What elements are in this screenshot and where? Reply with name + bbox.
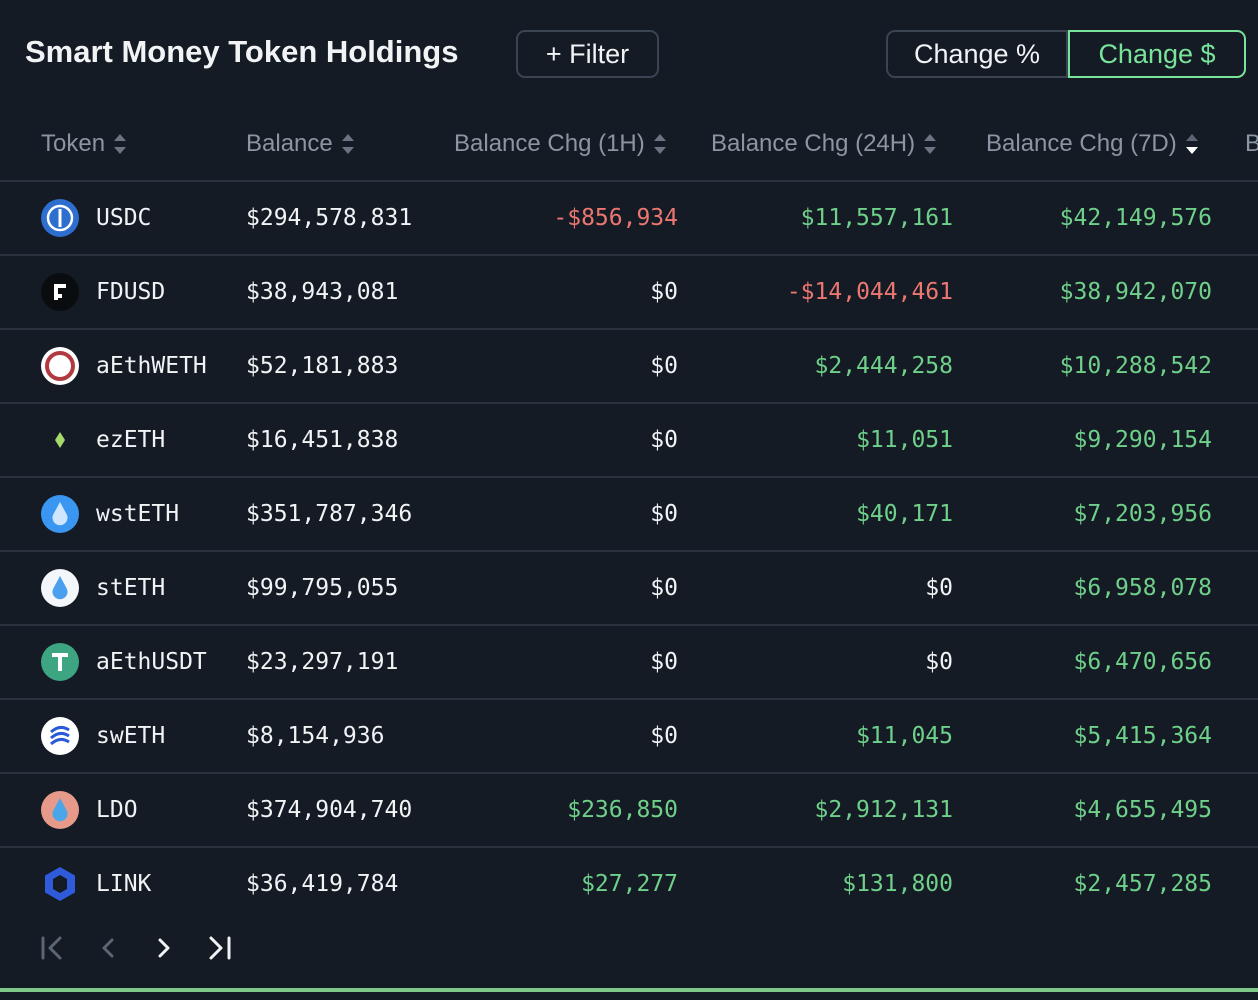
header-separator bbox=[0, 180, 1258, 182]
cell-value: $2,912,131 bbox=[814, 797, 953, 823]
row-separator bbox=[0, 846, 1258, 848]
row-separator bbox=[0, 402, 1258, 404]
token-name[interactable]: FDUSD bbox=[96, 279, 166, 305]
cell-value: -$14,044,461 bbox=[786, 279, 953, 305]
cell-value: $0 bbox=[650, 427, 678, 453]
cell-value: $374,904,740 bbox=[246, 797, 413, 823]
token-icon bbox=[41, 199, 79, 237]
cell-value: $5,415,364 bbox=[1073, 723, 1212, 749]
column-title: Balance Chg (7D) bbox=[986, 130, 1177, 157]
row-separator bbox=[0, 254, 1258, 256]
cell-value: $27,277 bbox=[581, 871, 678, 897]
token-name[interactable]: aEthWETH bbox=[96, 353, 207, 379]
cell-value: $16,451,838 bbox=[246, 427, 399, 453]
cell-value: $42,149,576 bbox=[1059, 205, 1212, 231]
cell-value: $23,297,191 bbox=[246, 649, 399, 675]
sort-icon bbox=[924, 134, 937, 154]
first-page[interactable] bbox=[41, 936, 62, 960]
token-icon bbox=[41, 717, 79, 755]
cell-value: $99,795,055 bbox=[246, 575, 399, 601]
cell-value: $0 bbox=[650, 723, 678, 749]
sort-icon bbox=[653, 134, 666, 154]
cell-value: $351,787,346 bbox=[246, 501, 413, 527]
change-dollar-toggle[interactable]: Change $ bbox=[1068, 30, 1246, 78]
token-icon bbox=[41, 347, 79, 385]
token-icon bbox=[41, 495, 79, 533]
sort-icon bbox=[114, 134, 127, 154]
cell-value: $6,470,656 bbox=[1073, 649, 1212, 675]
column-header[interactable]: Balance Chg (24H) bbox=[711, 130, 937, 158]
cell-value: $38,943,081 bbox=[246, 279, 399, 305]
row-separator bbox=[0, 476, 1258, 478]
cell-value: $40,171 bbox=[856, 501, 953, 527]
cell-value: $131,800 bbox=[842, 871, 953, 897]
last-page[interactable] bbox=[209, 936, 231, 960]
sort-icon bbox=[1185, 134, 1198, 154]
cell-value: $0 bbox=[650, 575, 678, 601]
token-icon bbox=[55, 432, 65, 448]
next-page[interactable] bbox=[158, 938, 170, 958]
cell-value: $2,457,285 bbox=[1073, 871, 1212, 897]
token-name[interactable]: ezETH bbox=[96, 427, 166, 453]
cell-value: $0 bbox=[650, 501, 678, 527]
token-name[interactable]: LDO bbox=[96, 797, 138, 823]
cell-value: $11,051 bbox=[856, 427, 953, 453]
column-header[interactable]: B bbox=[1245, 130, 1258, 158]
token-name[interactable]: wstETH bbox=[96, 501, 180, 527]
column-header[interactable]: Balance Chg (7D) bbox=[986, 130, 1199, 158]
cell-value: $11,557,161 bbox=[800, 205, 953, 231]
cell-value: $0 bbox=[925, 575, 953, 601]
cell-value: $10,288,542 bbox=[1059, 353, 1212, 379]
column-title: B bbox=[1245, 130, 1258, 157]
column-title: Token bbox=[41, 130, 106, 157]
cell-value: $8,154,936 bbox=[246, 723, 385, 749]
token-icon bbox=[41, 273, 79, 311]
cell-value: $0 bbox=[650, 279, 678, 305]
cell-value: $4,655,495 bbox=[1073, 797, 1212, 823]
cell-value: $0 bbox=[925, 649, 953, 675]
page-title: Smart Money Token Holdings bbox=[25, 34, 459, 69]
cell-value: $2,444,258 bbox=[814, 353, 953, 379]
token-icon bbox=[45, 867, 75, 901]
column-header[interactable]: Balance bbox=[246, 130, 355, 158]
sort-icon bbox=[341, 134, 354, 154]
column-header[interactable]: Balance Chg (1H) bbox=[454, 130, 667, 158]
cell-value: $294,578,831 bbox=[246, 205, 413, 231]
column-title: Balance Chg (1H) bbox=[454, 130, 645, 157]
cell-value: $52,181,883 bbox=[246, 353, 399, 379]
cell-value: $36,419,784 bbox=[246, 871, 399, 897]
cell-value: $236,850 bbox=[567, 797, 678, 823]
row-separator bbox=[0, 550, 1258, 552]
token-name[interactable]: aEthUSDT bbox=[96, 649, 207, 675]
token-name[interactable]: stETH bbox=[96, 575, 166, 601]
cell-value: $6,958,078 bbox=[1073, 575, 1212, 601]
token-icon bbox=[41, 643, 79, 681]
pagination bbox=[41, 936, 231, 960]
change-percent-toggle[interactable]: Change % bbox=[886, 30, 1068, 78]
cell-value: $38,942,070 bbox=[1059, 279, 1212, 305]
row-separator bbox=[0, 698, 1258, 700]
cell-value: $0 bbox=[650, 649, 678, 675]
prev-page[interactable] bbox=[102, 938, 114, 958]
cell-value: $9,290,154 bbox=[1073, 427, 1212, 453]
filter-button[interactable]: + Filter bbox=[516, 30, 659, 78]
cell-value: $0 bbox=[650, 353, 678, 379]
cell-value: -$856,934 bbox=[553, 205, 678, 231]
row-separator bbox=[0, 772, 1258, 774]
token-name[interactable]: LINK bbox=[96, 871, 152, 897]
token-icon bbox=[41, 791, 79, 829]
token-name[interactable]: swETH bbox=[96, 723, 166, 749]
cell-value: $11,045 bbox=[856, 723, 953, 749]
column-title: Balance Chg (24H) bbox=[711, 130, 916, 157]
token-name[interactable]: USDC bbox=[96, 205, 152, 231]
column-header[interactable]: Token bbox=[41, 130, 127, 158]
token-icon bbox=[41, 569, 79, 607]
column-title: Balance bbox=[246, 130, 333, 157]
row-separator bbox=[0, 624, 1258, 626]
bottom-accent bbox=[0, 988, 1258, 992]
cell-value: $7,203,956 bbox=[1073, 501, 1212, 527]
row-separator bbox=[0, 328, 1258, 330]
